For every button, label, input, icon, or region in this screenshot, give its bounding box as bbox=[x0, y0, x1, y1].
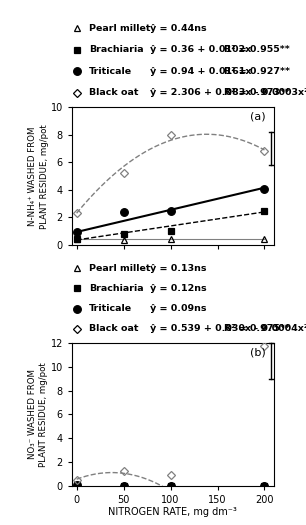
Text: Triticale: Triticale bbox=[89, 304, 132, 313]
Text: Pearl millet: Pearl millet bbox=[89, 24, 151, 33]
Text: ŷ = 0.539 + 0.030x - 0.0004x²: ŷ = 0.539 + 0.030x - 0.0004x² bbox=[150, 324, 306, 333]
Text: ŷ = 0.94 + 0.0161x: ŷ = 0.94 + 0.0161x bbox=[150, 67, 251, 76]
Text: Brachiaria: Brachiaria bbox=[89, 284, 144, 293]
Y-axis label: N-NH₄⁺ WASHED FROM
PLANT RESIDUE, mg/pot: N-NH₄⁺ WASHED FROM PLANT RESIDUE, mg/pot bbox=[28, 124, 49, 228]
Text: R² = 0.975**: R² = 0.975** bbox=[224, 324, 290, 333]
Text: (b): (b) bbox=[250, 348, 266, 358]
Text: R² = 0.927**: R² = 0.927** bbox=[224, 67, 290, 76]
Text: ŷ = 2.306 + 0.083x - 0.0003x²: ŷ = 2.306 + 0.083x - 0.0003x² bbox=[150, 88, 306, 97]
Text: R² = 0.955**: R² = 0.955** bbox=[224, 45, 290, 54]
Text: Black oat: Black oat bbox=[89, 88, 139, 97]
Text: Black oat: Black oat bbox=[89, 324, 139, 333]
Text: R² = 0.973**: R² = 0.973** bbox=[224, 88, 290, 97]
Text: ŷ = 0.09ns: ŷ = 0.09ns bbox=[150, 304, 206, 313]
Text: ŷ = 0.36 + 0.0102x: ŷ = 0.36 + 0.0102x bbox=[150, 45, 251, 54]
Text: Triticale: Triticale bbox=[89, 67, 132, 76]
Text: Brachiaria: Brachiaria bbox=[89, 45, 144, 54]
Y-axis label: NO₃⁻ WASHED FROM
PLANT RESIDUE, mg/pot: NO₃⁻ WASHED FROM PLANT RESIDUE, mg/pot bbox=[28, 362, 48, 467]
Text: (a): (a) bbox=[250, 111, 266, 121]
Text: ŷ = 0.13ns: ŷ = 0.13ns bbox=[150, 264, 206, 273]
Text: Pearl millet: Pearl millet bbox=[89, 264, 151, 273]
Text: ŷ = 0.44ns: ŷ = 0.44ns bbox=[150, 24, 206, 33]
X-axis label: NITROGEN RATE, mg dm⁻³: NITROGEN RATE, mg dm⁻³ bbox=[108, 508, 237, 518]
Text: ŷ = 0.12ns: ŷ = 0.12ns bbox=[150, 284, 206, 293]
